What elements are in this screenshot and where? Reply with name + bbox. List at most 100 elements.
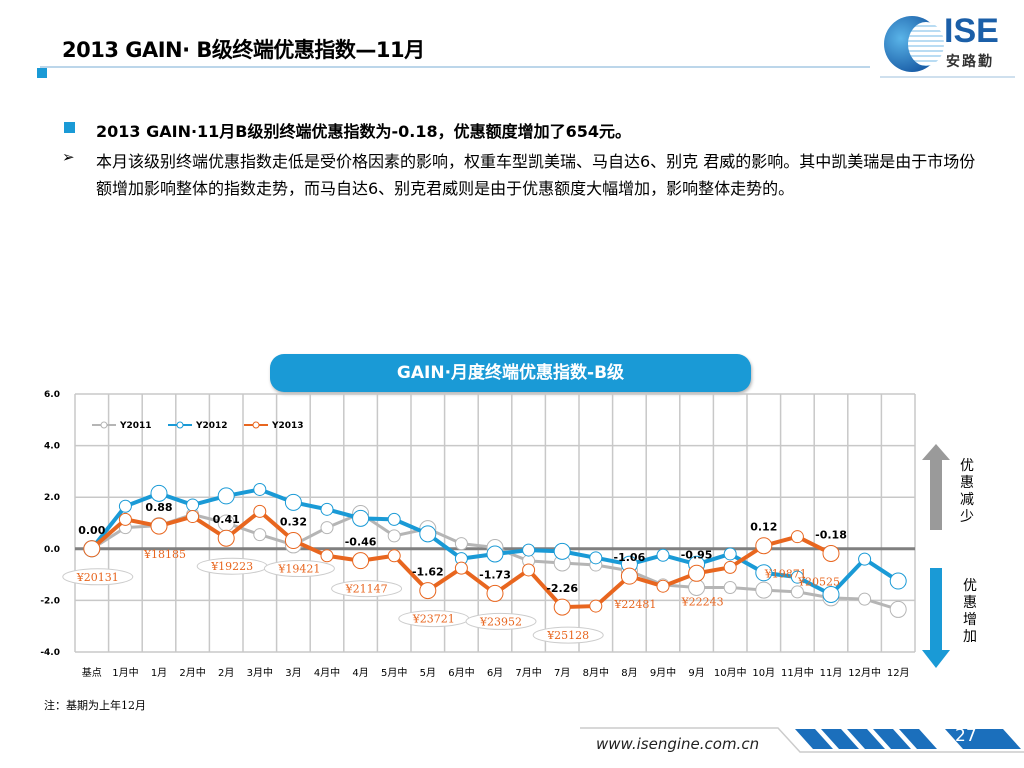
x-tick-label: 5月 [420, 667, 436, 679]
data-point-y2012 [889, 572, 907, 590]
legend-label-y2011: Y2011 [119, 421, 152, 431]
x-tick-label: 7月 [554, 667, 570, 679]
data-point-y2013 [419, 582, 437, 600]
legend-marker [252, 421, 260, 429]
data-point-y2012 [186, 498, 200, 512]
data-point-y2012 [755, 564, 773, 582]
detail-bullet: 本月该级别终端优惠指数走低是受价格因素的影响，权重车型凯美瑞、马自达6、别克 君… [96, 152, 976, 198]
data-point-y2013 [486, 584, 504, 602]
data-point-y2013 [284, 532, 302, 550]
data-point-y2013 [454, 561, 468, 575]
title-divider [40, 66, 870, 68]
y-tick-label: -4.0 [40, 648, 60, 658]
data-point-y2012 [284, 493, 302, 511]
down-label: 优惠增加 [963, 578, 977, 645]
legend-label-y2012: Y2012 [195, 421, 228, 431]
data-point-y2013 [656, 579, 670, 593]
chart-title: GAIN·月度终端优惠指数-B级 [270, 354, 751, 392]
y-tick-label: 4.0 [44, 442, 60, 452]
data-point-y2012 [822, 585, 840, 603]
data-point-y2011 [858, 592, 872, 606]
value-label: -1.06 [614, 551, 646, 564]
price-label-bubble [465, 612, 537, 630]
x-tick-label: 4月中 [314, 666, 340, 679]
data-point-y2013 [620, 567, 638, 585]
price-label-bubble [532, 626, 604, 644]
value-label: -1.62 [412, 566, 444, 579]
legend-marker [176, 421, 184, 429]
data-point-y2013 [723, 560, 737, 574]
data-point-y2011 [387, 529, 401, 543]
logo-divider [880, 76, 1015, 78]
price-label-bubble [62, 568, 134, 586]
data-point-y2013 [589, 599, 603, 613]
price-label: ¥20131 [76, 571, 119, 584]
x-tick-label: 6月 [487, 667, 503, 679]
data-point-y2012 [320, 502, 334, 516]
value-label: -2.26 [546, 582, 578, 595]
x-tick-label: 基点 [82, 666, 102, 679]
page-title: 2013 GAIN· B级终端优惠指数—11月 [62, 38, 425, 62]
value-label: 0.32 [280, 516, 307, 529]
price-label: ¥22243 [681, 595, 724, 608]
x-tick-label: 9月中 [650, 666, 676, 679]
logo-subtext: 安路勤 [946, 54, 994, 70]
y-tick-label: 2.0 [44, 493, 60, 503]
data-point-y2013 [118, 512, 132, 526]
data-point-y2013 [755, 537, 773, 555]
data-point-y2013 [150, 517, 168, 535]
x-tick-label: 3月中 [247, 666, 273, 679]
data-point-y2012 [486, 545, 504, 563]
data-point-y2011 [755, 581, 773, 599]
value-label: 0.41 [213, 513, 240, 526]
price-label: ¥23721 [412, 613, 455, 626]
x-tick-label: 6月中 [448, 666, 474, 679]
x-tick-label: 7月中 [515, 666, 541, 679]
x-tick-label: 1月中 [112, 666, 138, 679]
data-point-y2013 [217, 529, 235, 547]
y-tick-label: 6.0 [44, 390, 60, 400]
x-tick-label: 12月 [887, 667, 910, 679]
arrow-down-icon [922, 568, 950, 668]
x-tick-label: 11月 [820, 667, 843, 679]
arrow-bullet-icon: ➢ [62, 148, 75, 166]
data-point-y2012 [150, 484, 168, 502]
price-label: ¥25128 [546, 629, 589, 642]
y-tick-label: -2.0 [40, 596, 60, 606]
x-tick-label: 2月 [218, 667, 234, 679]
data-point-y2011 [688, 579, 706, 596]
y-tick-label: 0.0 [44, 545, 60, 555]
data-point-y2012 [790, 570, 804, 584]
data-point-y2011 [889, 600, 907, 618]
data-point-y2012 [253, 482, 267, 496]
x-tick-label: 8月 [621, 667, 637, 679]
data-point-y2012 [419, 525, 437, 543]
price-label: ¥19223 [210, 560, 253, 573]
data-point-y2011 [454, 537, 468, 551]
data-point-y2013 [83, 540, 101, 558]
footnote: 注：基期为上年12月 [44, 699, 146, 712]
data-point-y2012 [522, 543, 536, 557]
legend-label-y2013: Y2013 [271, 421, 304, 431]
data-point-y2013 [320, 549, 334, 563]
value-label: -0.95 [681, 548, 713, 561]
value-label: 0.12 [750, 521, 777, 534]
website-link[interactable]: www.isengine.com.cn [596, 735, 760, 753]
price-label: ¥21147 [345, 583, 388, 596]
x-tick-label: 2月中 [179, 666, 205, 679]
data-point-y2011 [723, 581, 737, 594]
value-label: -1.73 [479, 568, 511, 581]
data-point-y2012 [387, 512, 401, 526]
data-point-y2013 [522, 563, 536, 577]
data-point-y2013 [352, 552, 370, 570]
data-point-y2013 [688, 564, 706, 582]
x-tick-label: 11月中 [781, 666, 814, 679]
arrow-up-icon [922, 444, 950, 530]
data-point-y2011 [320, 521, 334, 535]
data-point-y2013 [387, 549, 401, 563]
price-label: ¥19421 [277, 563, 320, 576]
headline-bullet: 2013 GAIN·11月B级别终端优惠指数为-0.18，优惠额度增加了654元… [96, 122, 632, 141]
value-label: 0.00 [78, 524, 105, 537]
price-label: ¥18185 [143, 548, 186, 561]
